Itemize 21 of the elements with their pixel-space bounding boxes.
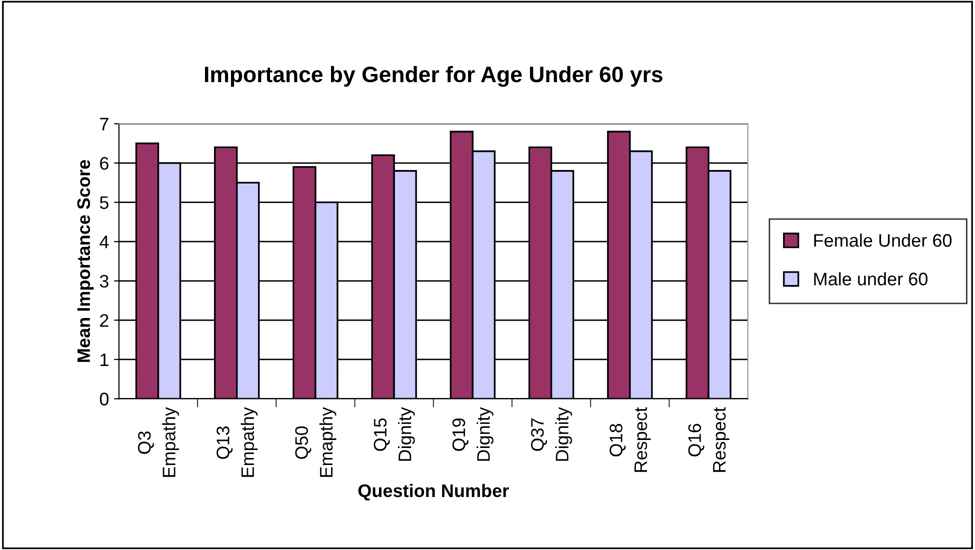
x-tick-label: Q13 Empathy bbox=[216, 407, 258, 477]
y-tick-label: 4 bbox=[100, 236, 109, 248]
x-tick-label: Q15 Dignity bbox=[374, 407, 415, 461]
y-tick-label: 1 bbox=[100, 354, 108, 366]
x-tick-label: Q37 Dignity bbox=[531, 407, 572, 461]
y-tick-label: 2 bbox=[100, 314, 108, 327]
x-tick-label: Q18 Respect bbox=[610, 407, 651, 472]
legend-label: Male under 60 bbox=[814, 272, 928, 286]
y-tick-label: 7 bbox=[100, 118, 108, 130]
x-tick-label: Q19 Dignity bbox=[452, 407, 494, 461]
y-tick-label: 5 bbox=[100, 196, 108, 210]
x-tick-label: Q16 Respect bbox=[688, 407, 730, 472]
x-tick-label: Q50 Emapthy bbox=[295, 407, 336, 477]
y-axis-title: Mean Importance Score bbox=[77, 160, 94, 362]
chart-title: Importance by Gender for Age Under 60 yrs bbox=[204, 66, 662, 87]
y-tick-label: 6 bbox=[100, 156, 108, 170]
legend-label: Female Under 60 bbox=[814, 234, 952, 247]
y-tick-label: 0 bbox=[100, 392, 109, 406]
x-tick-label: Q3 Empathy bbox=[138, 407, 180, 477]
y-tick-label: 3 bbox=[100, 274, 108, 288]
x-axis-title: Question Number bbox=[358, 484, 509, 501]
